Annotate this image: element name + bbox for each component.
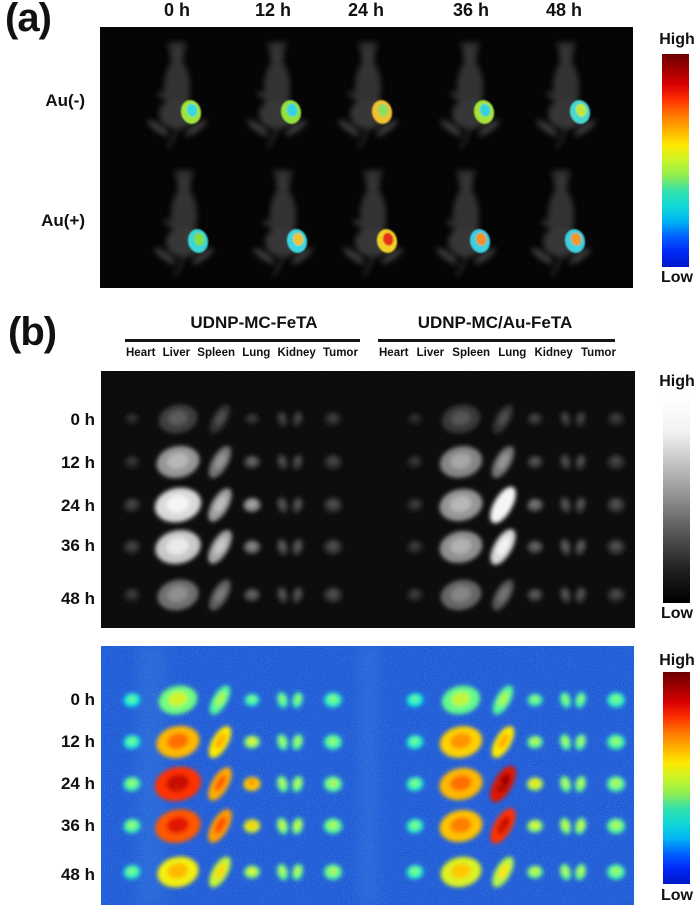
panel-a-time-label: 48 h — [545, 0, 583, 20]
organ-label-spleen: Spleen — [452, 347, 490, 359]
jet-time-label: 0 h — [70, 690, 95, 709]
organ-label-kidney: Kidney — [277, 347, 316, 359]
grayscale-colorbar-low-label: Low — [661, 605, 693, 622]
organ-row-au-36h — [406, 808, 626, 844]
mouse-au-minus-0h — [147, 41, 207, 149]
grayscale-time-label: 0 h — [70, 410, 95, 429]
jet-organs-svg — [101, 646, 634, 905]
panel-a-label: (a) — [5, 0, 52, 40]
organ-row-au-0h — [406, 404, 625, 434]
jet-colorbar-high-label: High — [659, 652, 695, 669]
mouse-au-plus-0h — [154, 169, 214, 277]
organ-labels-right: Heart Liver Spleen Lung Kidney Tumor — [379, 347, 616, 359]
organ-row-au-36h — [406, 529, 626, 565]
panel-a-time-label: 36 h — [452, 0, 490, 20]
mouse-au-plus-36h — [436, 169, 496, 277]
organ-label-heart: Heart — [126, 347, 156, 359]
grayscale-time-label: 36 h — [60, 536, 95, 555]
grayscale-colorbar-high-label: High — [659, 373, 695, 390]
panel-a-mouse-image — [100, 27, 633, 288]
tumor-spot — [280, 100, 302, 124]
organ-row-au-24h — [406, 765, 626, 803]
organ-row-noau-24h — [123, 487, 343, 523]
mouse-au-minus-36h — [440, 41, 500, 149]
organ-label-lung: Lung — [242, 347, 271, 359]
organ-row-au-48h — [406, 856, 626, 888]
organ-label-heart: Heart — [379, 347, 409, 359]
organ-row-noau-24h — [123, 766, 343, 802]
organ-row-noau-48h — [123, 579, 343, 611]
jet-time-label: 48 h — [60, 865, 95, 884]
panel-a-time-label: 12 h — [254, 0, 292, 20]
organ-label-tumor: Tumor — [323, 347, 358, 359]
mouse-au-plus-12h — [253, 169, 313, 277]
grayscale-time-label: 48 h — [60, 589, 95, 608]
organ-row-noau-0h — [123, 404, 342, 434]
tumor-spot — [371, 100, 393, 124]
panel-a-colorbar-low-label: Low — [661, 269, 693, 286]
organ-label-lung: Lung — [498, 347, 527, 359]
row-label-au-minus: Au(-) — [45, 91, 85, 110]
grayscale-organs-svg — [101, 371, 635, 628]
panel-a-colorbar — [662, 54, 689, 267]
mouse-au-minus-24h — [338, 41, 398, 149]
grayscale-colorbar — [663, 397, 690, 603]
mouse-au-minus-48h — [536, 41, 596, 149]
organ-row-noau-12h — [123, 445, 343, 479]
organ-row-au-12h — [406, 446, 626, 478]
group-header-udnp-mc-feta: UDNP-MC-FeTA — [190, 313, 318, 332]
tumor-spot — [569, 100, 591, 124]
organ-row-noau-48h — [123, 856, 343, 888]
organ-row-noau-12h — [123, 725, 343, 759]
panel-a-time-label: 24 h — [347, 0, 385, 20]
grayscale-time-label: 24 h — [60, 496, 95, 515]
organ-row-au-0h — [406, 685, 625, 715]
jet-time-label: 24 h — [60, 774, 95, 793]
tumor-spot — [187, 229, 209, 253]
organ-labels-left: Heart Liver Spleen Lung Kidney Tumor — [126, 347, 358, 359]
tumor-spot — [473, 100, 495, 124]
organ-row-noau-36h — [123, 530, 343, 564]
panel-a-time-label: 0 h — [163, 0, 191, 20]
organ-row-noau-0h — [123, 685, 342, 715]
panel-b-label: (b) — [8, 310, 57, 354]
grayscale-time-label: 12 h — [60, 453, 95, 472]
tumor-spot — [564, 229, 586, 253]
mouse-au-plus-24h — [343, 169, 403, 277]
organ-row-au-24h — [406, 486, 626, 524]
panel-a-colorbar-high-label: High — [659, 31, 695, 48]
tumor-spot — [180, 100, 202, 124]
group-underline-left — [125, 339, 360, 342]
panel-b-jet-image — [101, 646, 634, 905]
mouse-au-minus-12h — [247, 41, 307, 149]
organ-row-au-12h — [406, 726, 626, 758]
tumor-spot — [376, 229, 398, 253]
jet-colorbar — [663, 672, 690, 884]
jet-artifact-band-mid — [359, 646, 379, 905]
row-label-au-plus: Au(+) — [41, 211, 85, 230]
organ-label-tumor: Tumor — [581, 347, 616, 359]
panel-b-grayscale-image — [101, 371, 635, 628]
tumor-spot — [286, 229, 308, 253]
tumor-spot — [469, 229, 491, 253]
jet-time-label: 36 h — [60, 816, 95, 835]
organ-label-liver: Liver — [162, 347, 191, 359]
organ-label-spleen: Spleen — [197, 347, 235, 359]
mouse-au-plus-48h — [531, 169, 591, 277]
organ-label-kidney: Kidney — [534, 347, 573, 359]
organ-row-au-48h — [406, 579, 626, 611]
jet-colorbar-low-label: Low — [661, 887, 693, 904]
jet-time-label: 12 h — [60, 732, 95, 751]
mouse-fluorescence-svg — [147, 41, 596, 277]
group-header-udnp-mc-au-feta: UDNP-MC/Au-FeTA — [417, 313, 573, 332]
organ-row-noau-36h — [123, 809, 343, 843]
organ-label-liver: Liver — [416, 347, 445, 359]
group-underline-right — [378, 339, 615, 342]
